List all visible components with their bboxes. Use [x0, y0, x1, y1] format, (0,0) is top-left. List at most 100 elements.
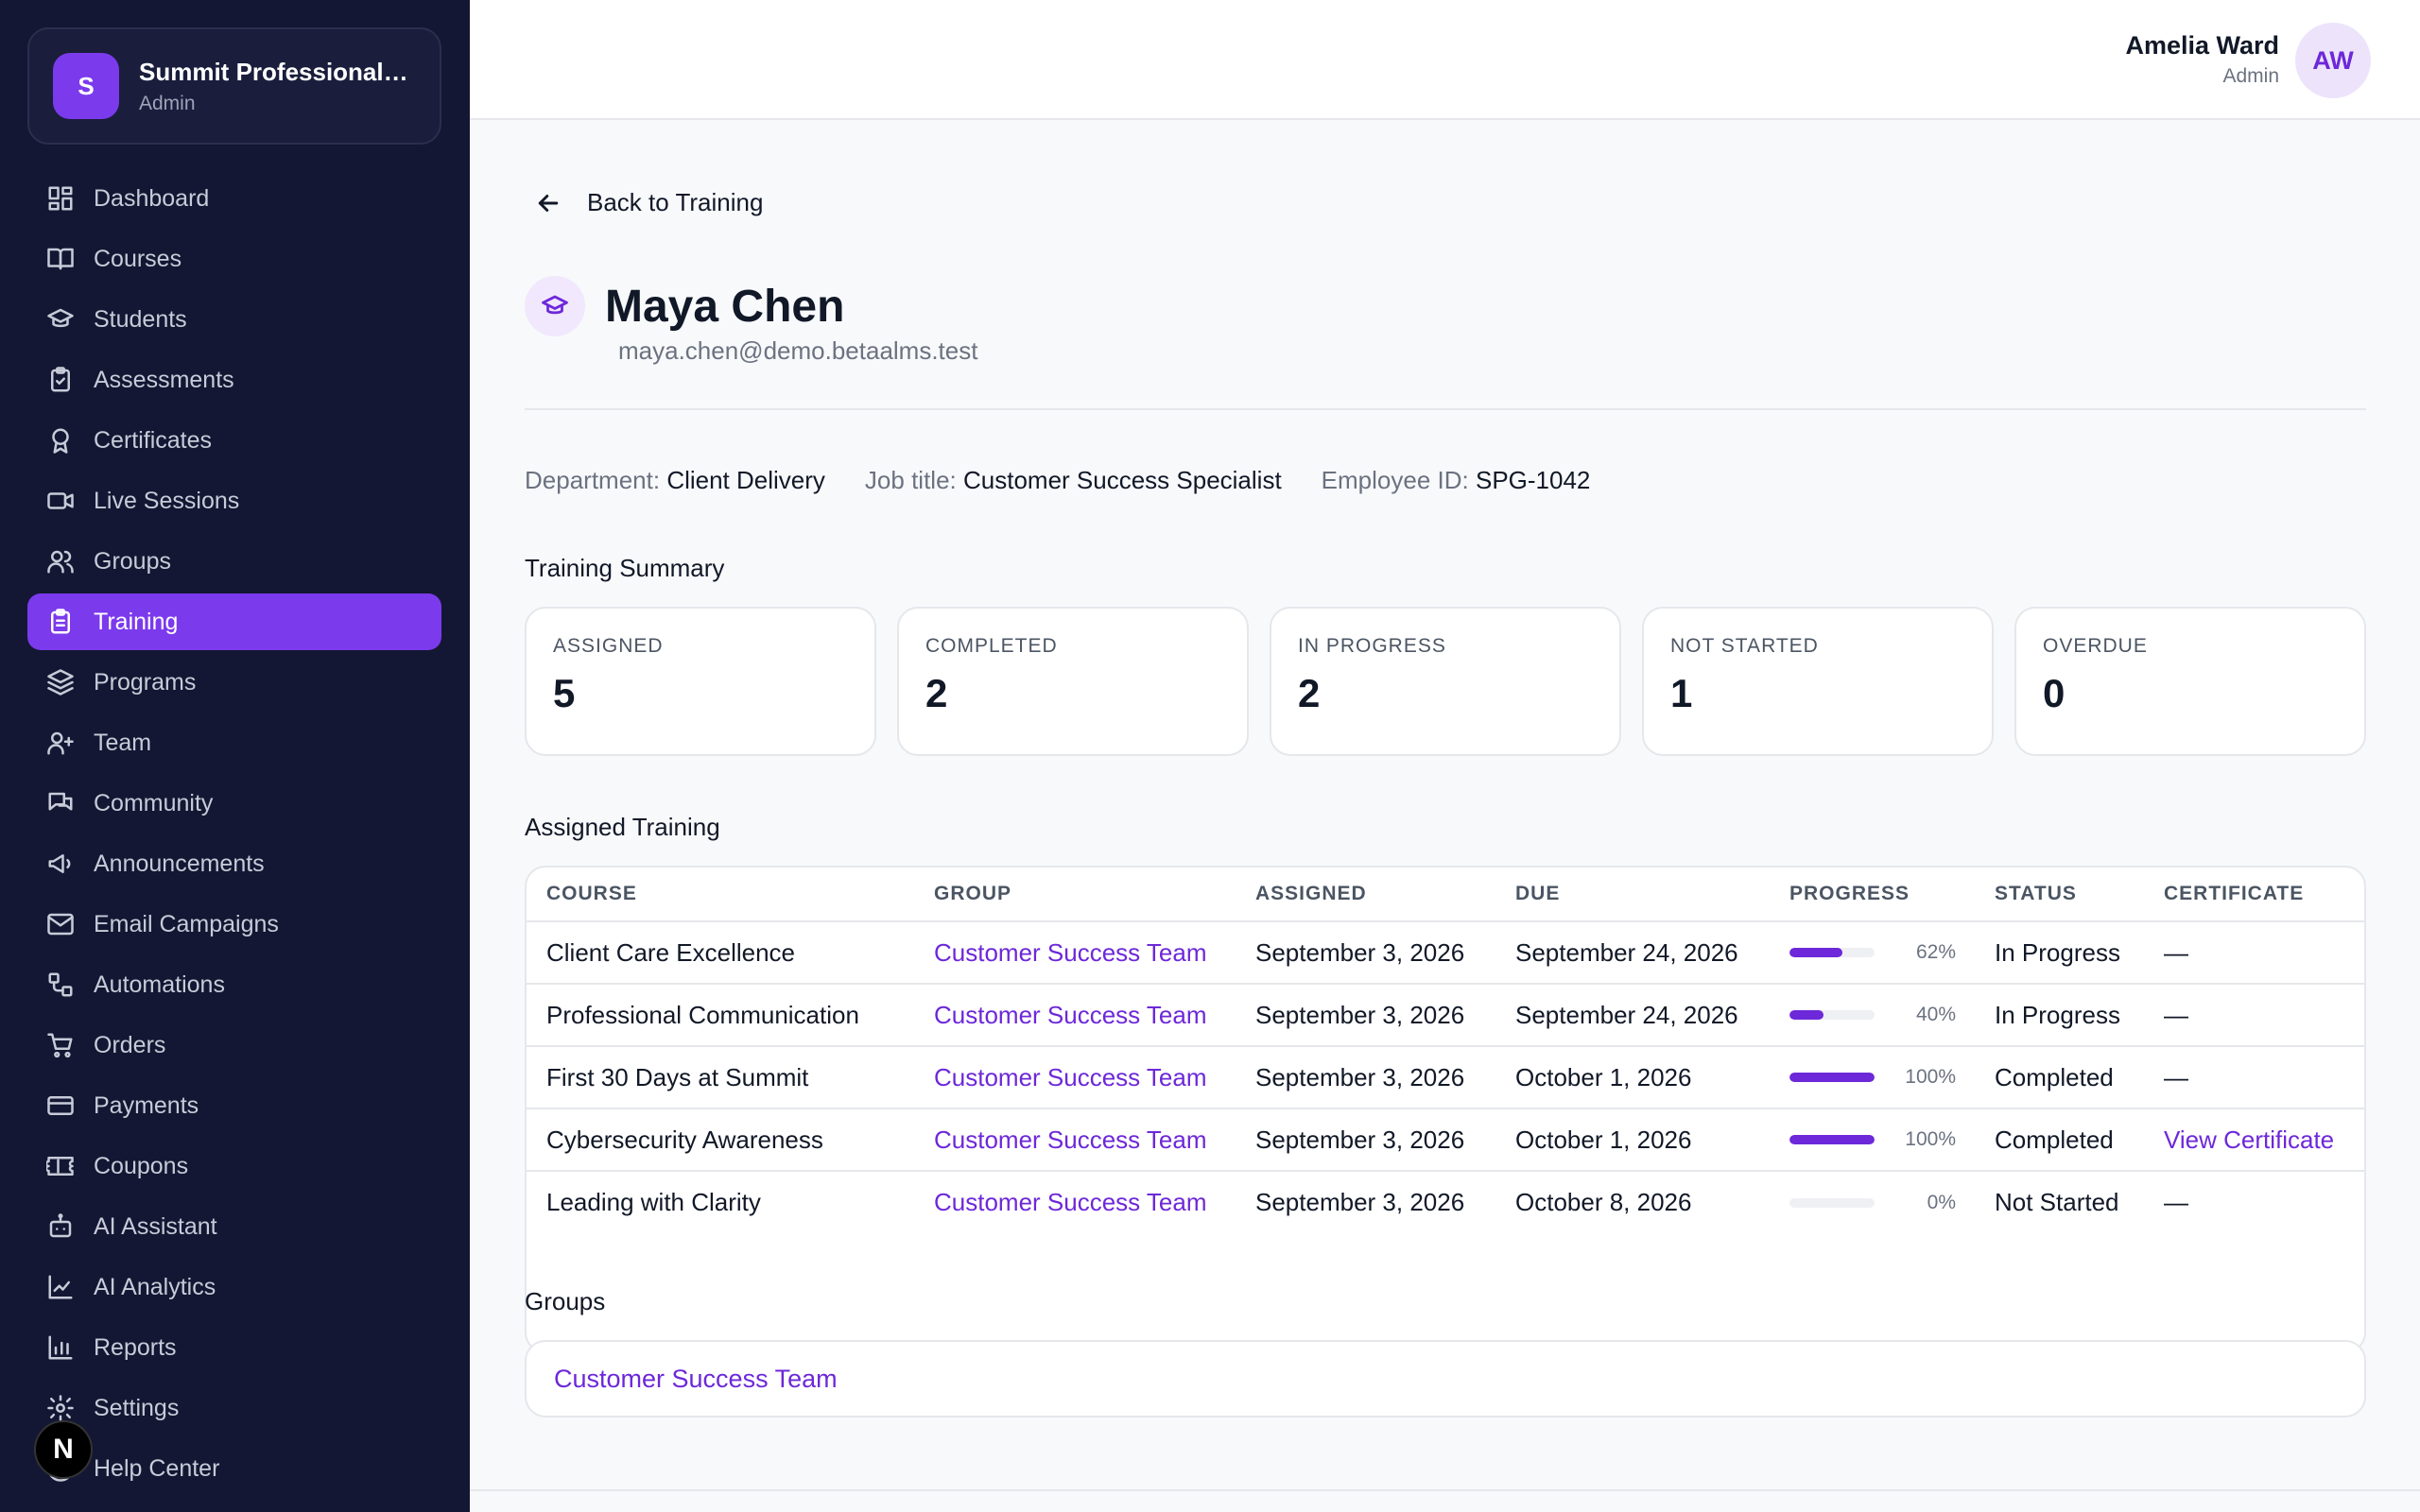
- sidebar-item-label: Payments: [94, 1091, 199, 1119]
- certificate-cell: —: [2144, 921, 2364, 985]
- sidebar-item-assessments[interactable]: Assessments: [27, 352, 441, 408]
- certificate-cell: —: [2144, 1046, 2364, 1109]
- sidebar-item-students[interactable]: Students: [27, 291, 441, 348]
- workflow-icon: [46, 971, 75, 999]
- arrow-left-icon: [538, 194, 559, 212]
- sidebar-item-live-sessions[interactable]: Live Sessions: [27, 472, 441, 529]
- user-role: Admin: [2222, 65, 2279, 87]
- sidebar-item-label: Certificates: [94, 426, 213, 454]
- progress-bar: [1789, 1197, 1875, 1208]
- sidebar-item-label: Automations: [94, 971, 225, 998]
- sidebar-item-reports[interactable]: Reports: [27, 1319, 441, 1376]
- column-header-course: COURSE: [527, 868, 914, 922]
- sidebar-item-ai-assistant[interactable]: AI Assistant: [27, 1198, 441, 1255]
- sidebar-item-training[interactable]: Training: [27, 593, 441, 650]
- stat-label: NOT STARTED: [1670, 635, 1819, 657]
- status-cell: Completed: [1975, 1108, 2144, 1172]
- back-link-label: Back to Training: [587, 188, 764, 216]
- assigned-date-cell: September 3, 2026: [1236, 1108, 1495, 1172]
- column-header-assigned: ASSIGNED: [1236, 868, 1495, 922]
- column-header-status: STATUS: [1975, 868, 2144, 922]
- sidebar-item-coupons[interactable]: Coupons: [27, 1138, 441, 1194]
- table-row: First 30 Days at Summit Customer Success …: [527, 1046, 2364, 1109]
- status-cell: In Progress: [1975, 984, 2144, 1047]
- team-icon: [46, 729, 75, 757]
- sidebar-item-settings[interactable]: Settings: [27, 1380, 441, 1436]
- progress-cell: 100%: [1770, 1108, 1975, 1172]
- job-title-label: Job title:: [864, 466, 957, 494]
- ticket-icon: [46, 1152, 75, 1180]
- sidebar-item-help-center[interactable]: Help Center: [27, 1440, 441, 1497]
- group-link[interactable]: Customer Success Team: [554, 1364, 838, 1393]
- sidebar-item-courses[interactable]: Courses: [27, 231, 441, 287]
- stat-card-overdue: OVERDUE 0: [2014, 607, 2366, 756]
- avatar[interactable]: AW: [2295, 23, 2371, 98]
- sidebar-item-label: Groups: [94, 547, 171, 575]
- job-title-field: Job title: Customer Success Specialist: [865, 466, 1282, 495]
- progress-percent: 62%: [1915, 941, 1956, 963]
- sidebar-item-community[interactable]: Community: [27, 775, 441, 832]
- course-cell: Cybersecurity Awareness: [527, 1108, 914, 1172]
- stat-label: COMPLETED: [925, 635, 1058, 657]
- group-link[interactable]: Customer Success Team: [934, 1188, 1207, 1216]
- sidebar-item-label: Training: [94, 608, 179, 635]
- table-row: Cybersecurity Awareness Customer Success …: [527, 1108, 2364, 1172]
- progress-cell: 40%: [1770, 984, 1975, 1047]
- progress-bar: [1789, 1010, 1875, 1020]
- certificate-cell: —: [2164, 1188, 2188, 1216]
- back-to-training-link[interactable]: Back to Training: [525, 188, 763, 217]
- stat-value: 0: [2043, 671, 2066, 715]
- sidebar-item-certificates[interactable]: Certificates: [27, 412, 441, 469]
- progress-percent: 100%: [1905, 1066, 1956, 1088]
- progress-percent: 40%: [1915, 1004, 1956, 1025]
- sidebar-item-label: Help Center: [94, 1454, 220, 1482]
- training-summary-heading: Training Summary: [525, 554, 725, 582]
- course-cell: Client Care Excellence: [527, 921, 914, 985]
- sidebar-item-announcements[interactable]: Announcements: [27, 835, 441, 892]
- view-certificate-link[interactable]: View Certificate: [2144, 1108, 2364, 1172]
- megaphone-icon: [46, 850, 75, 878]
- assigned-date-cell: September 3, 2026: [1236, 984, 1495, 1047]
- top-bar: Amelia Ward Admin AW: [470, 0, 2420, 120]
- progress-cell: 100%: [1770, 1046, 1975, 1109]
- sidebar-item-programs[interactable]: Programs: [27, 654, 441, 711]
- column-header-progress: PROGRESS: [1770, 868, 1975, 922]
- group-link[interactable]: Customer Success Team: [914, 1108, 1236, 1172]
- certificate-cell: —: [2144, 984, 2364, 1047]
- divider: [525, 408, 2366, 410]
- sidebar-item-label: Team: [94, 729, 152, 756]
- group-link[interactable]: Customer Success Team: [914, 921, 1236, 985]
- org-switcher[interactable]: S Summit Professional Group Admin: [27, 27, 441, 145]
- sidebar-item-automations[interactable]: Automations: [27, 956, 441, 1013]
- sidebar-item-label: Reports: [94, 1333, 177, 1361]
- assigned-date-cell: September 3, 2026: [1236, 1046, 1495, 1109]
- progress-bar-fill: [1789, 948, 1842, 957]
- progress-bar-fill: [1789, 1073, 1875, 1082]
- sidebar-item-orders[interactable]: Orders: [27, 1017, 441, 1074]
- sidebar-item-groups[interactable]: Groups: [27, 533, 441, 590]
- group-link[interactable]: Customer Success Team: [914, 1046, 1236, 1109]
- sidebar-item-payments[interactable]: Payments: [27, 1077, 441, 1134]
- sidebar-item-label: Community: [94, 789, 214, 816]
- sidebar-item-label: Email Campaigns: [94, 910, 279, 937]
- table-row: Client Care Excellence Customer Success T…: [527, 921, 2364, 985]
- cart-icon: [46, 1031, 75, 1059]
- table-row: Leading with Clarity Customer Success Tea…: [527, 1171, 2364, 1233]
- dev-tools-badge[interactable]: N: [34, 1420, 93, 1479]
- stat-card-not-started: NOT STARTED 1: [1642, 607, 1994, 756]
- status-cell: Completed: [1975, 1046, 2144, 1109]
- department-field: Department: Client Delivery: [525, 466, 825, 495]
- sidebar-item-team[interactable]: Team: [27, 714, 441, 771]
- training-summary-stats: ASSIGNED 5 COMPLETED 2 IN PROGRESS 2 NOT START…: [525, 607, 2366, 756]
- group-link[interactable]: Customer Success Team: [914, 984, 1236, 1047]
- progress-percent: 100%: [1905, 1128, 1956, 1150]
- stat-card-completed: COMPLETED 2: [897, 607, 1249, 756]
- status-cell: Not Started: [1995, 1188, 2119, 1216]
- user-menu[interactable]: Amelia Ward Admin: [2125, 31, 2279, 88]
- sidebar-item-ai-analytics[interactable]: AI Analytics: [27, 1259, 441, 1315]
- stat-label: ASSIGNED: [553, 635, 664, 657]
- stat-value: 5: [553, 671, 576, 715]
- sidebar-item-email-campaigns[interactable]: Email Campaigns: [27, 896, 441, 953]
- progress-bar: [1789, 1135, 1875, 1144]
- sidebar-item-dashboard[interactable]: Dashboard: [27, 170, 441, 227]
